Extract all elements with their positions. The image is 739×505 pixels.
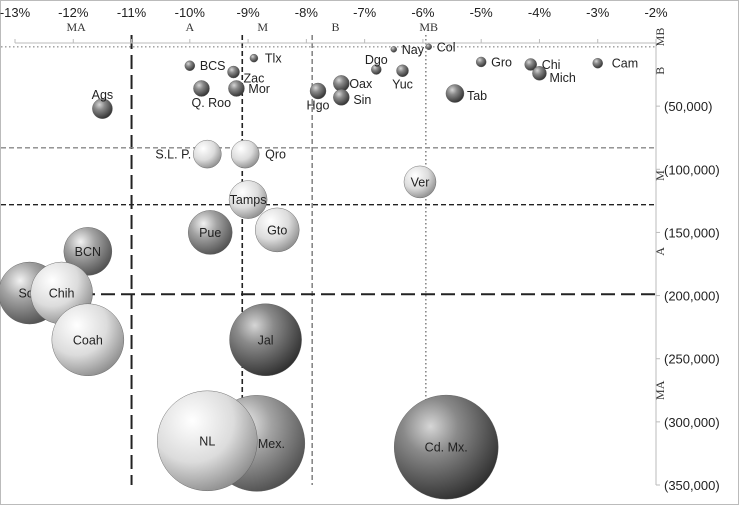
bubble-yuc <box>396 64 409 77</box>
x-tick-label: -13% <box>0 5 31 20</box>
bubble-label: Hgo <box>307 98 330 112</box>
bubble-gto <box>255 207 300 253</box>
bubble-label: Tlx <box>265 52 282 66</box>
x-tick-label: -4% <box>528 5 552 20</box>
y-tick-label: (250,000) <box>664 352 720 367</box>
y-tick-label: (50,000) <box>664 99 712 114</box>
bubble-label: Ver <box>411 175 430 189</box>
bubble-label: Qro <box>265 148 286 162</box>
axes: -13% -12% -11% -10% -9% -8% -7% -6% -5% -4% -3% -2%… <box>0 5 720 493</box>
bubble-label: Tab <box>467 89 487 103</box>
bubbles: Nay Col Tlx Dgo Gro Chi Cam BCS Zac Yuc Mich Oax Q. … <box>0 40 638 500</box>
bubble-zac <box>227 65 240 79</box>
bubble-label: Cd. Mx. <box>425 441 468 455</box>
x-tick-label: -6% <box>411 5 435 20</box>
bubble-label: Coah <box>73 333 103 347</box>
bubble-label: Pue <box>199 226 221 240</box>
bubble-label: Mich <box>549 71 575 85</box>
x-zone-label: M <box>257 20 268 34</box>
bubble-col <box>425 43 432 50</box>
x-tick-label: -10% <box>175 5 206 20</box>
bubble-sin <box>333 89 350 106</box>
bubble-label: Q. Roo <box>191 96 231 110</box>
bubble-label: Yuc <box>392 77 413 91</box>
bubble-gro <box>475 56 487 68</box>
bubble-dgo <box>371 64 382 75</box>
bubble-label: Cam <box>612 57 638 71</box>
x-zone-label: MB <box>419 20 438 34</box>
y-zone-label: MB <box>653 28 667 47</box>
bubble-label: BCN <box>75 245 101 259</box>
x-zone-label: A <box>185 20 194 34</box>
bubble-label: Zac <box>244 72 265 86</box>
bubble-oax <box>333 75 350 92</box>
bubble-label: Gro <box>491 55 512 69</box>
bubble-bcs <box>184 60 196 71</box>
y-tick-label: (300,000) <box>664 415 720 430</box>
bubble-label: S.L. P. <box>155 148 191 162</box>
bubble-qro <box>230 139 260 169</box>
bubble-label: Oax <box>349 77 373 91</box>
x-tick-label: -2% <box>644 5 668 20</box>
bubble-label: Col <box>437 40 456 54</box>
bubble-s-l-p- <box>193 139 222 169</box>
x-tick-label: -7% <box>353 5 377 20</box>
bubble-label: Nay <box>402 43 425 57</box>
bubble-bcn <box>63 227 113 276</box>
bubble-cd-mx- <box>394 394 499 500</box>
bubble-coah <box>51 303 125 376</box>
bubble-tlx <box>249 53 259 63</box>
bubble-nay <box>390 46 397 53</box>
bubble-label: Dgo <box>365 53 388 67</box>
bubble-mor <box>228 80 245 97</box>
x-tick-label: -3% <box>586 5 610 20</box>
x-zone-label: MA <box>67 20 87 34</box>
bubble-label: NL <box>199 434 215 448</box>
y-zone-label: B <box>653 67 667 75</box>
bubble-chi <box>524 58 537 71</box>
bubble-label: Chi <box>542 58 561 72</box>
bubble-label: Ags <box>92 88 114 102</box>
bubble-label: Chih <box>49 287 75 301</box>
x-zone-label: B <box>331 20 339 34</box>
y-zone-label: MA <box>653 380 667 400</box>
y-tick-label: (350,000) <box>664 478 720 493</box>
x-tick-label: -5% <box>470 5 494 20</box>
bubble-mich <box>532 66 547 81</box>
bubble-tab <box>445 84 465 103</box>
bubble-label: Mor <box>248 82 270 96</box>
y-zone-label: A <box>653 247 667 256</box>
y-tick-label: (200,000) <box>664 289 720 304</box>
bubble-pue <box>188 210 233 255</box>
bubble-jal <box>229 303 302 376</box>
bubble-q-roo <box>193 80 210 97</box>
bubble-label: Tamps <box>230 193 267 207</box>
bubble-label: Jal <box>258 333 274 347</box>
bubble-label: BCS <box>200 59 226 73</box>
bubble-label: Gto <box>267 223 287 237</box>
bubble-tamps <box>228 180 268 219</box>
x-tick-label: -9% <box>237 5 261 20</box>
bubble-ver <box>403 165 437 199</box>
x-tick-label: -11% <box>117 5 147 20</box>
bubble-nl <box>157 390 258 491</box>
y-tick-label: (150,000) <box>664 225 720 240</box>
bubble-label: Sin <box>353 93 371 107</box>
reference-lines <box>1 35 656 485</box>
bubble-hgo <box>309 82 327 100</box>
x-tick-label: -8% <box>295 5 319 20</box>
bubble-cam <box>592 58 603 69</box>
y-zone-label: M <box>653 170 667 181</box>
bubble-ags <box>92 98 113 119</box>
y-tick-label: (100,000) <box>664 162 720 177</box>
x-tick-label: -12% <box>58 5 89 20</box>
